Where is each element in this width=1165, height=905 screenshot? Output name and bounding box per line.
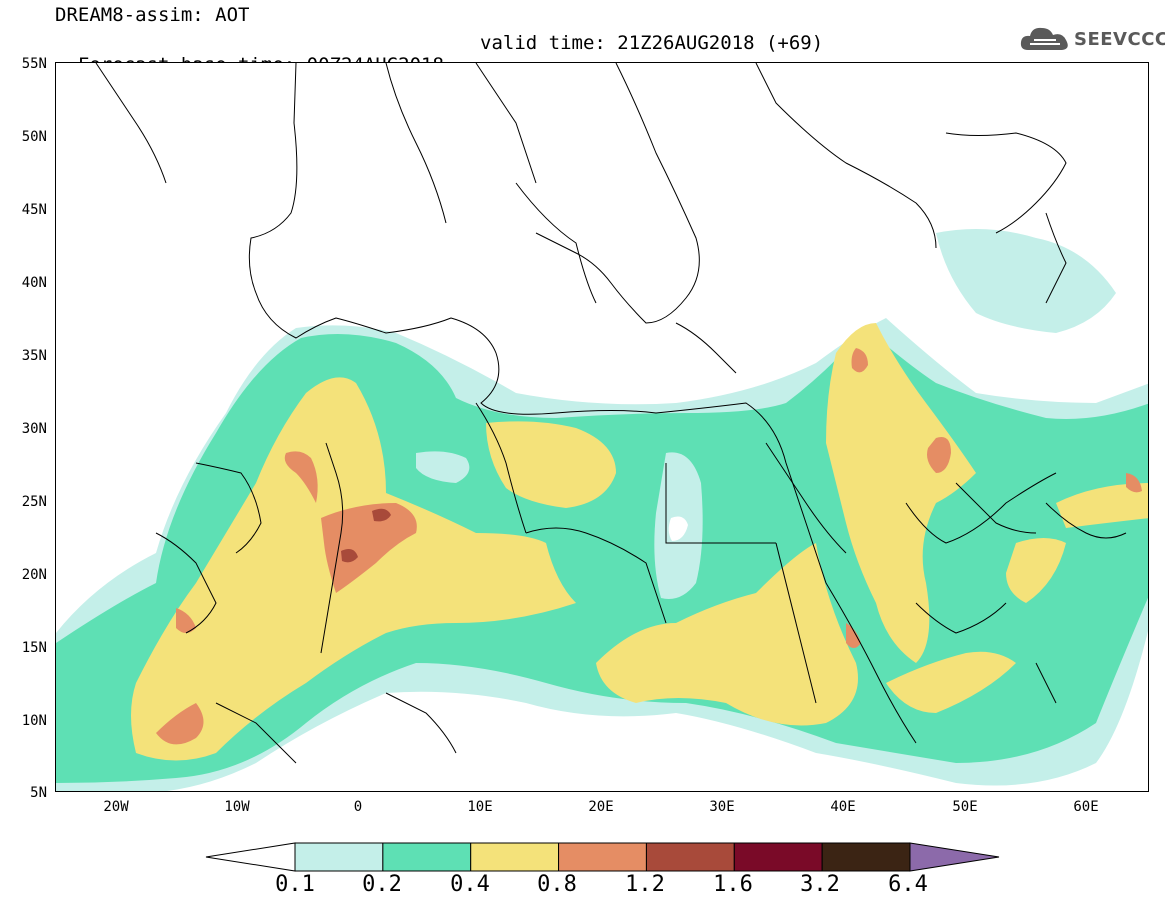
logo-text: SEEVCCC [1074, 29, 1165, 50]
lon-label-10w: 10W [224, 799, 250, 815]
lon-label-20e: 20E [588, 799, 614, 815]
colorbar-arrow-low [205, 842, 296, 872]
colorbar-segment [558, 842, 647, 872]
colorbar-label-1.6: 1.6 [713, 872, 753, 897]
lon-label-30e: 30E [709, 799, 735, 815]
map-title: DREAM8-assim: AOT [55, 4, 250, 26]
colorbar-label-0.8: 0.8 [537, 872, 577, 897]
colorbar-segment [645, 842, 735, 872]
lat-label-25n: 25N [21, 494, 47, 510]
cloud-icon [1020, 27, 1068, 50]
valid-time: valid time: 21Z26AUG2018 (+69) [480, 32, 824, 54]
colorbar-label-1.2: 1.2 [625, 872, 665, 897]
lon-label-40e: 40E [830, 799, 856, 815]
map-area [55, 62, 1149, 792]
lon-label-20w: 20W [103, 799, 129, 815]
coastlines [95, 63, 1127, 764]
lat-label-55n: 55N [21, 56, 47, 72]
colorbar-segment [382, 842, 472, 872]
lat-label-35n: 35N [21, 348, 47, 364]
lat-label-5n: 5N [30, 785, 47, 801]
lat-label-30n: 30N [21, 421, 47, 437]
aot-level-0.8 [156, 348, 1142, 745]
colorbar-label-0.4: 0.4 [450, 872, 490, 897]
lat-label-40n: 40N [21, 275, 47, 291]
lon-label-10e: 10E [467, 799, 493, 815]
colorbar-arrow-high [909, 842, 1000, 872]
colorbar-label-0.2: 0.2 [362, 872, 402, 897]
seevccc-logo: SEEVCCC [1018, 22, 1165, 58]
colorbar-segment [470, 842, 560, 872]
colorbar-segment [821, 842, 911, 872]
colorbar-label-0.1: 0.1 [275, 872, 315, 897]
lat-label-45n: 45N [21, 202, 47, 218]
lat-label-15n: 15N [21, 640, 47, 656]
colorbar-label-3.2: 3.2 [800, 872, 840, 897]
aot-level-1.2 [341, 508, 391, 563]
colorbar [205, 842, 1000, 872]
lat-label-20n: 20N [21, 567, 47, 583]
colorbar-label-6.4: 6.4 [888, 872, 928, 897]
lon-label-60e: 60E [1073, 799, 1099, 815]
dust-aot-map [56, 63, 1148, 791]
colorbar-segment [294, 842, 384, 872]
lon-label-0: 0 [353, 799, 363, 815]
lat-label-10n: 10N [21, 713, 47, 729]
lon-label-50e: 50E [952, 799, 978, 815]
lat-label-50n: 50N [21, 129, 47, 145]
aot-gap-white [668, 516, 688, 541]
colorbar-segment [733, 842, 823, 872]
